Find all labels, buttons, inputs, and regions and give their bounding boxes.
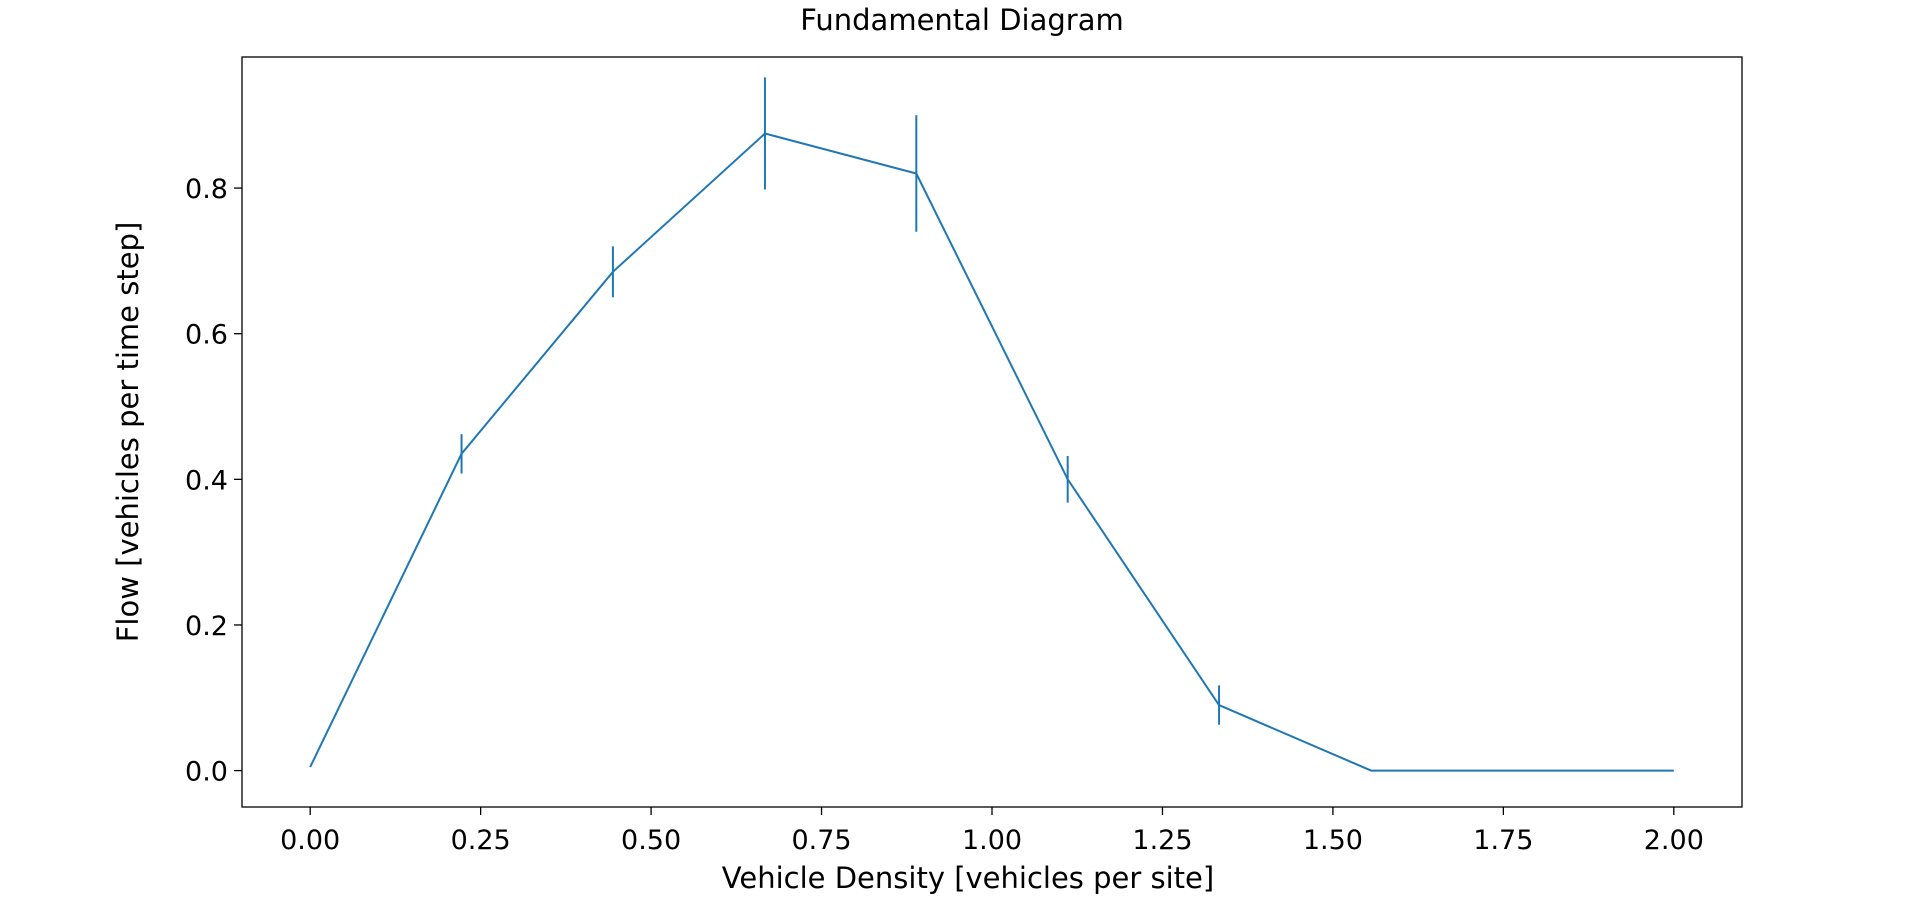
x-tick-label: 0.00: [280, 825, 340, 856]
chart-title: Fundamental Diagram: [800, 3, 1123, 37]
series-line: [309, 132, 1674, 772]
x-tick-label: 0.50: [621, 825, 681, 856]
x-tick-label: 1.50: [1303, 825, 1363, 856]
y-tick-label: 0.0: [185, 757, 228, 788]
y-axis-label: Flow [vehicles per time step]: [111, 222, 145, 643]
y-tick-label: 0.6: [185, 320, 228, 351]
x-tick-label: 1.75: [1473, 825, 1533, 856]
x-axis-label: Vehicle Density [vehicles per site]: [722, 861, 1214, 895]
y-tick-label: 0.8: [185, 174, 228, 205]
y-axis-ticks: 0.0 0.2 0.4 0.6 0.8: [185, 174, 242, 788]
x-tick-label: 2.00: [1644, 825, 1704, 856]
x-tick-label: 0.75: [791, 825, 851, 856]
y-tick-label: 0.4: [185, 465, 228, 496]
y-tick-label: 0.2: [185, 611, 228, 642]
x-tick-label: 0.25: [451, 825, 511, 856]
plot-frame: [241, 56, 1743, 808]
x-tick-label: 1.25: [1132, 825, 1192, 856]
series-layer: [309, 77, 1674, 772]
x-tick-label: 1.00: [962, 825, 1022, 856]
x-axis-ticks: 0.00 0.25 0.50 0.75 1.00 1.25 1.50 1.75 2.00: [280, 807, 1704, 856]
